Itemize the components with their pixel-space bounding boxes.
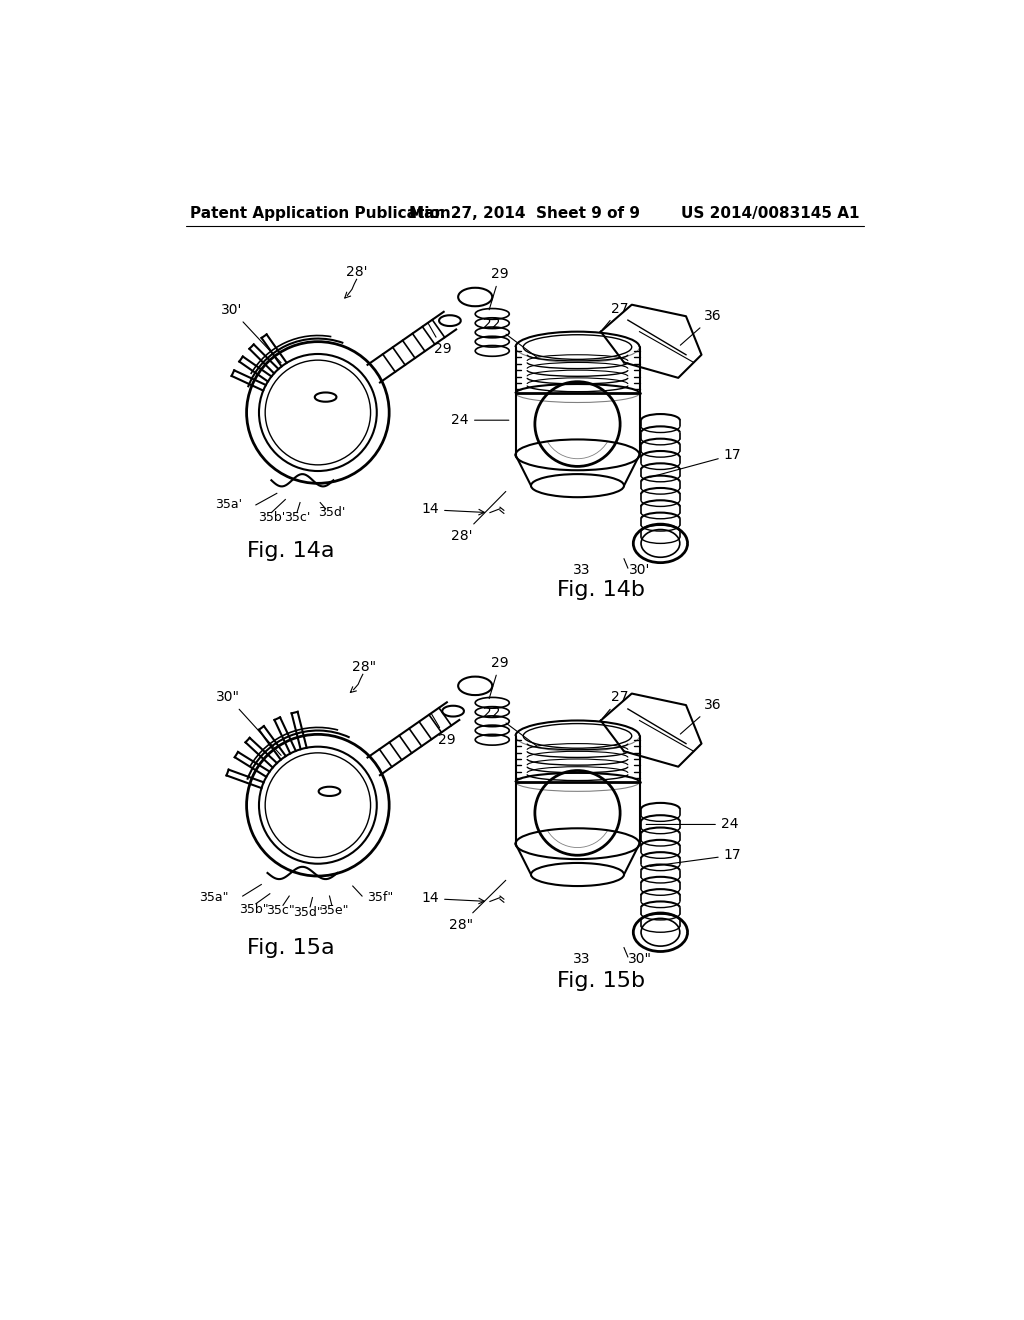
Text: US 2014/0083145 A1: US 2014/0083145 A1 [681, 206, 859, 222]
Text: 24: 24 [646, 817, 738, 832]
Text: 28": 28" [352, 660, 377, 673]
Text: 28': 28' [452, 491, 506, 543]
Text: 35c": 35c" [266, 904, 295, 917]
Text: 33: 33 [572, 564, 590, 577]
Text: Patent Application Publication: Patent Application Publication [190, 206, 451, 222]
Text: 30': 30' [221, 304, 282, 363]
Text: 24: 24 [452, 413, 509, 428]
Text: 29: 29 [489, 267, 509, 310]
Text: Fig. 14b: Fig. 14b [557, 579, 645, 599]
Text: 35a": 35a" [200, 891, 228, 904]
Text: 35c': 35c' [284, 511, 310, 524]
Text: 29: 29 [489, 656, 509, 698]
Text: Fig. 15a: Fig. 15a [247, 937, 335, 957]
Text: Mar. 27, 2014  Sheet 9 of 9: Mar. 27, 2014 Sheet 9 of 9 [410, 206, 640, 222]
Text: 36: 36 [680, 309, 722, 346]
Text: 14: 14 [422, 502, 439, 516]
Text: 30": 30" [216, 690, 282, 755]
Text: Fig. 14a: Fig. 14a [247, 541, 335, 561]
Text: 29: 29 [428, 323, 452, 356]
Text: 33: 33 [572, 952, 590, 966]
Text: 14: 14 [422, 891, 439, 904]
Text: 27: 27 [602, 690, 629, 718]
Text: 35a': 35a' [216, 499, 243, 511]
Text: 35f": 35f" [367, 891, 393, 904]
Text: 30": 30" [628, 952, 651, 966]
Text: 28': 28' [346, 264, 368, 279]
Text: 35d': 35d' [318, 506, 345, 519]
Text: Fig. 15b: Fig. 15b [557, 970, 645, 991]
Text: 35b": 35b" [240, 903, 269, 916]
Text: 30': 30' [629, 564, 650, 577]
Text: 22: 22 [483, 317, 537, 356]
Text: 17: 17 [650, 849, 741, 866]
Text: 35b': 35b' [258, 511, 285, 524]
Text: 27: 27 [602, 301, 629, 330]
Text: 28": 28" [449, 880, 506, 932]
Text: 35d": 35d" [293, 906, 323, 919]
Text: 29: 29 [431, 714, 456, 747]
Text: 35e": 35e" [318, 904, 348, 917]
Text: 36: 36 [680, 698, 722, 734]
Text: 17: 17 [650, 447, 741, 478]
Text: 22: 22 [483, 706, 537, 746]
